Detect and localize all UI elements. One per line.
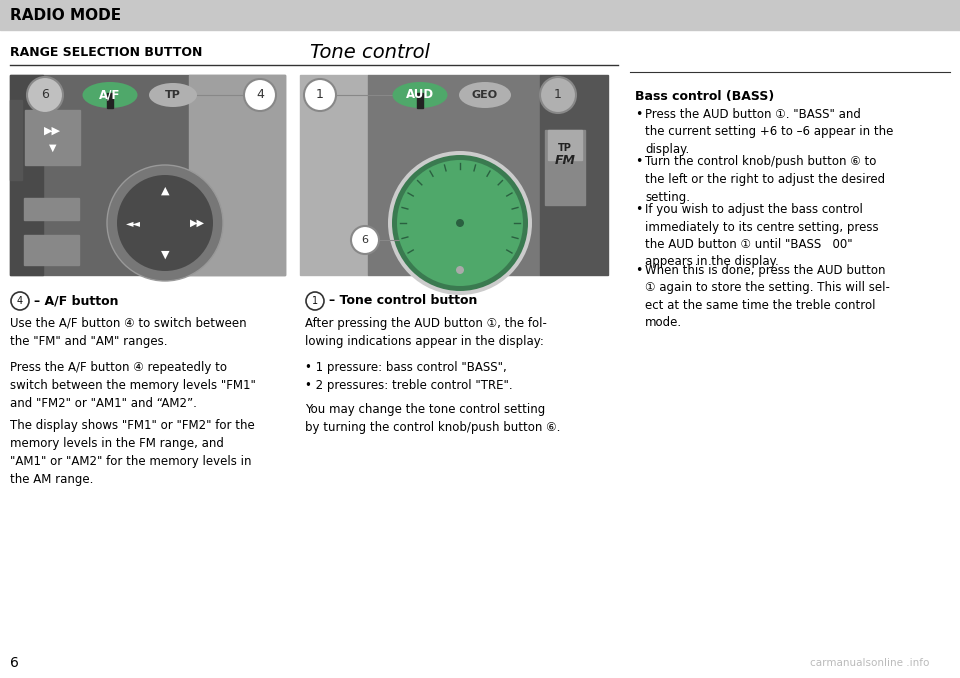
Bar	[0, 0, 960, 30]
Text: TP: TP	[165, 90, 180, 100]
Text: ▼: ▼	[160, 250, 169, 260]
Text: RADIO MODE: RADIO MODE	[10, 7, 121, 22]
Circle shape	[306, 292, 324, 310]
Bar	[189, 75, 285, 275]
Text: •: •	[635, 108, 642, 121]
Text: 4: 4	[17, 296, 23, 306]
Circle shape	[27, 77, 63, 113]
Bar	[548, 130, 582, 160]
Ellipse shape	[393, 82, 447, 108]
Text: 1: 1	[554, 89, 562, 102]
Text: ◄◄: ◄◄	[126, 218, 140, 228]
Text: GEO: GEO	[472, 90, 498, 100]
Ellipse shape	[459, 82, 511, 108]
Bar	[24, 235, 79, 265]
Text: A/F: A/F	[99, 89, 121, 102]
Text: •: •	[635, 264, 642, 277]
Circle shape	[304, 79, 336, 111]
Text: Use the A/F button ④ to switch between
the "FM" and "AM" ranges.: Use the A/F button ④ to switch between t…	[10, 317, 247, 348]
Text: TP: TP	[559, 143, 572, 153]
Text: – Tone control button: – Tone control button	[329, 294, 477, 308]
Circle shape	[388, 151, 532, 295]
Bar	[540, 75, 608, 275]
Circle shape	[397, 160, 523, 286]
Circle shape	[11, 292, 29, 310]
Text: – A/F button: – A/F button	[34, 294, 118, 308]
Text: RANGE SELECTION BUTTON: RANGE SELECTION BUTTON	[10, 45, 203, 58]
Bar	[10, 75, 285, 275]
Text: • 1 pressure: bass control "BASS",
• 2 pressures: treble control "TRE".: • 1 pressure: bass control "BASS", • 2 p…	[305, 361, 513, 392]
Bar	[24, 198, 79, 220]
Bar	[107, 93, 113, 108]
Ellipse shape	[149, 83, 197, 107]
Circle shape	[351, 226, 379, 254]
Circle shape	[392, 155, 528, 291]
Text: •: •	[635, 155, 642, 169]
Circle shape	[540, 77, 576, 113]
Circle shape	[456, 266, 464, 274]
Text: When this is done, press the AUD button
① again to store the setting. This will : When this is done, press the AUD button …	[645, 264, 890, 330]
Bar	[300, 75, 368, 275]
Bar	[10, 75, 43, 275]
Text: Press the AUD button ①. "BASS" and
the current setting +6 to –6 appear in the
di: Press the AUD button ①. "BASS" and the c…	[645, 108, 894, 156]
Text: 1: 1	[312, 296, 318, 306]
Text: 6: 6	[10, 656, 19, 670]
Text: If you wish to adjust the bass control
immediately to its centre setting, press
: If you wish to adjust the bass control i…	[645, 203, 878, 268]
Text: 4: 4	[256, 89, 264, 102]
Text: 6: 6	[41, 89, 49, 102]
Text: Turn the control knob/push button ⑥ to
the left or the right to adjust the desir: Turn the control knob/push button ⑥ to t…	[645, 155, 885, 203]
Text: 6: 6	[362, 235, 369, 245]
Text: AUD: AUD	[406, 89, 434, 102]
Text: ▼: ▼	[49, 142, 57, 153]
Circle shape	[117, 175, 213, 271]
Text: •: •	[635, 203, 642, 216]
Text: FM: FM	[555, 153, 576, 167]
Circle shape	[107, 165, 223, 281]
Text: You may change the tone control setting
by turning the control knob/push button : You may change the tone control setting …	[305, 403, 561, 434]
Bar	[545, 130, 586, 205]
Text: Press the A/F button ④ repeatedly to
switch between the memory levels "FM1"
and : Press the A/F button ④ repeatedly to swi…	[10, 361, 256, 410]
Circle shape	[244, 79, 276, 111]
Text: Bass control (BASS): Bass control (BASS)	[635, 90, 775, 103]
Bar	[368, 75, 540, 275]
Bar	[10, 100, 22, 180]
Text: Tone control: Tone control	[310, 43, 430, 62]
Text: 1: 1	[316, 89, 324, 102]
Circle shape	[456, 219, 464, 227]
Text: ▲: ▲	[160, 186, 169, 196]
Bar	[417, 93, 423, 108]
Text: After pressing the AUD button ①, the fol-
lowing indications appear in the displ: After pressing the AUD button ①, the fol…	[305, 317, 547, 348]
Text: ▶▶: ▶▶	[44, 126, 61, 136]
Bar	[25, 110, 80, 165]
Text: carmanualsonline .info: carmanualsonline .info	[810, 658, 929, 668]
Text: ▶▶: ▶▶	[189, 218, 204, 228]
Ellipse shape	[83, 82, 137, 108]
Text: The display shows "FM1" or "FM2" for the
memory levels in the FM range, and
"AM1: The display shows "FM1" or "FM2" for the…	[10, 419, 254, 486]
